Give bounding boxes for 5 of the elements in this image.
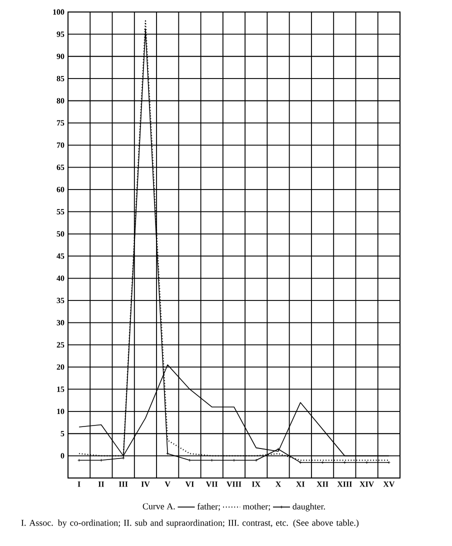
legend-label: father;: [197, 503, 220, 511]
legend-label: mother;: [242, 503, 270, 511]
text: I. Assoc. by co-ordination; II. sub and supraordination; III. contrast, etc. (See above table.): [21, 520, 359, 528]
legend-title: Curve A.: [142, 503, 175, 510]
legend-label: daughter.: [292, 503, 325, 512]
